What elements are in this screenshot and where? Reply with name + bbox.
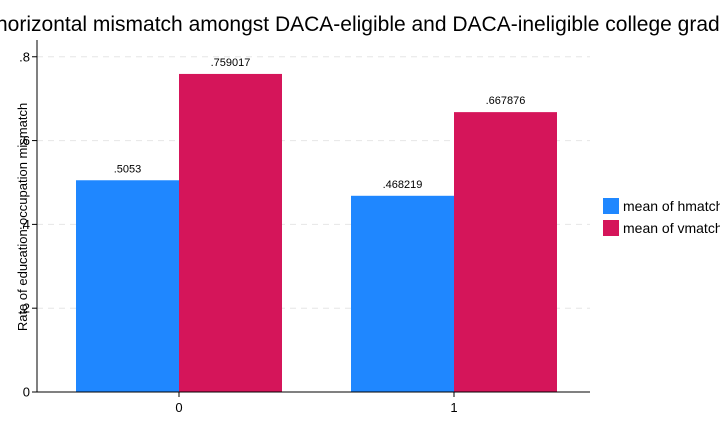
data-labels: .5053 .759017 .468219 .667876 (114, 57, 526, 191)
bars (76, 73, 557, 393)
legend-swatch (603, 220, 619, 236)
y-tick-label: .6 (19, 133, 30, 148)
data-label: .468219 (383, 179, 423, 191)
legend-label: mean of hmatch (623, 198, 720, 214)
y-tick-label: 0 (23, 385, 30, 400)
y-axis-title: Rate of education-occupation mismatch (15, 103, 30, 331)
bar (351, 195, 454, 392)
y-tick-label: .2 (19, 301, 30, 316)
chart-title: horizontal mismatch amongst DACA-eligibl… (0, 13, 720, 36)
legend: mean of hmatch mean of vmatch (603, 198, 720, 236)
bar (76, 180, 179, 392)
data-label: .5053 (114, 163, 142, 175)
x-tick-label: 1 (450, 400, 457, 415)
bar (179, 73, 282, 392)
bar (454, 112, 557, 393)
data-label: .759017 (211, 57, 251, 69)
y-ticks: 0 .2 .4 .6 .8 (19, 49, 37, 400)
x-tick-label: 0 (175, 400, 182, 415)
legend-swatch (603, 198, 619, 214)
y-tick-label: .8 (19, 49, 30, 64)
legend-label: mean of vmatch (623, 220, 720, 236)
y-tick-label: .4 (19, 217, 30, 232)
data-label: .667876 (486, 95, 526, 107)
